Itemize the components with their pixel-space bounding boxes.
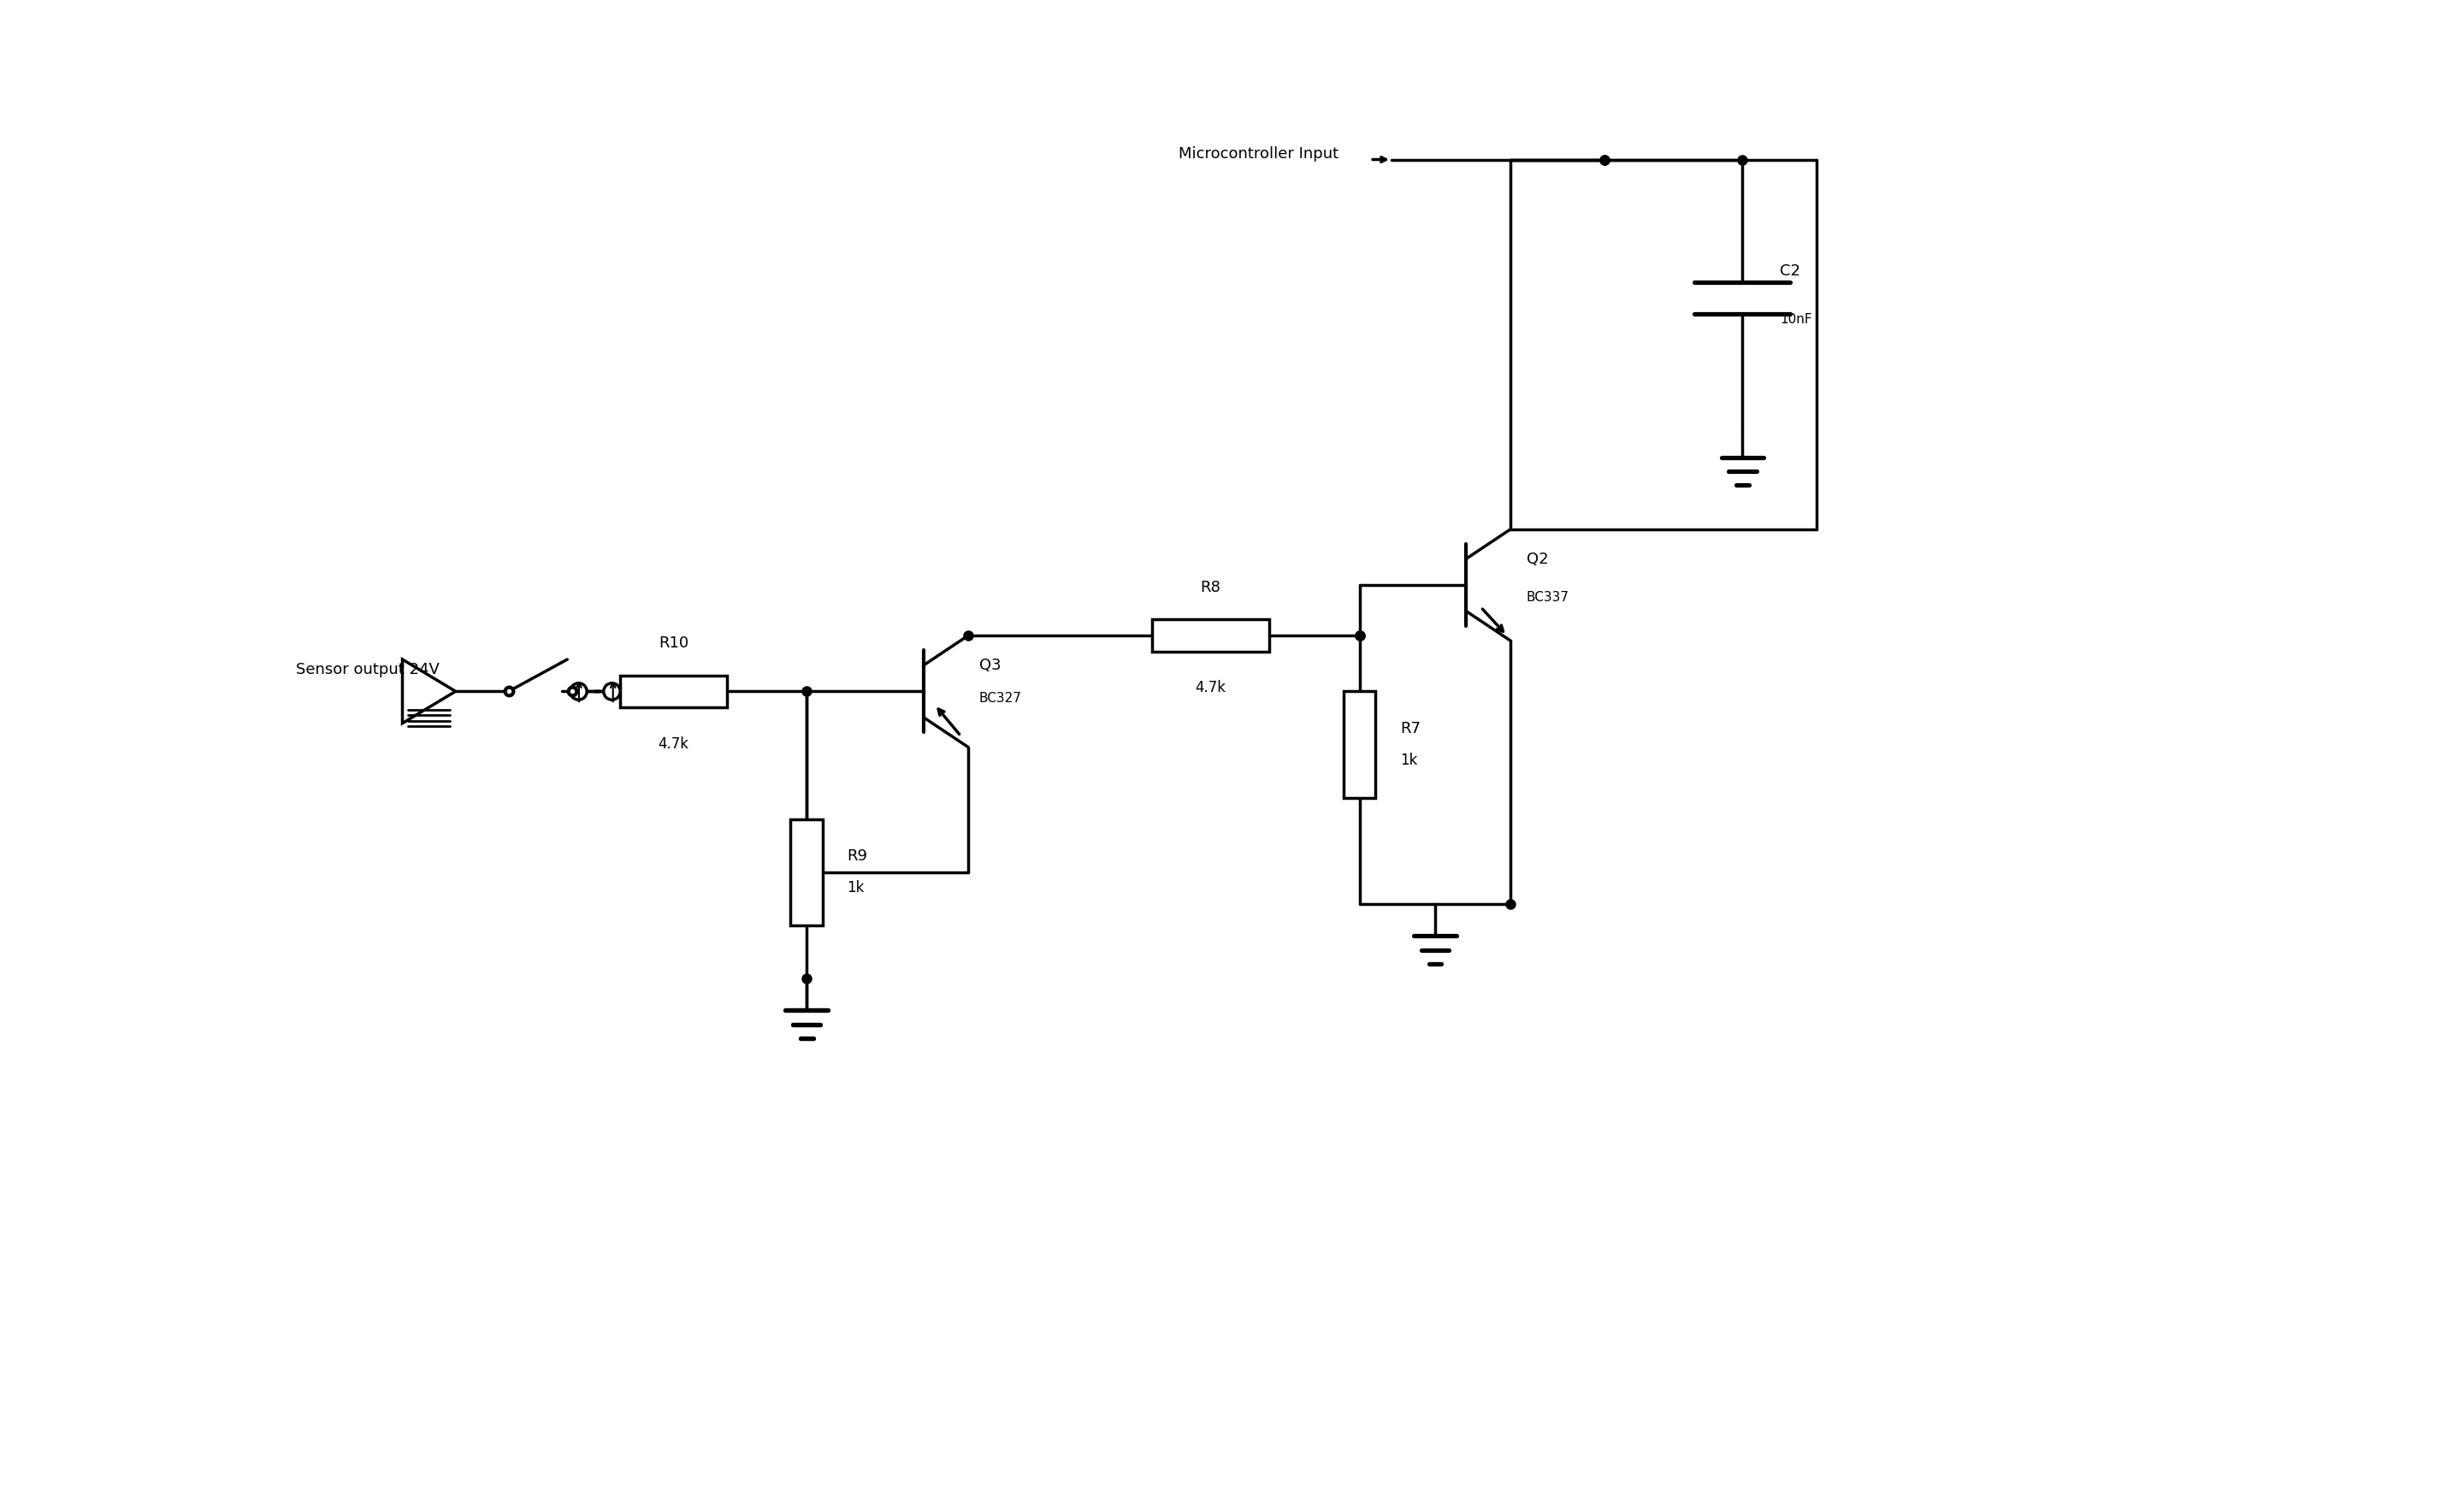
Text: R10: R10 — [658, 636, 687, 651]
Text: R7: R7 — [1400, 721, 1422, 736]
Text: C2: C2 — [1779, 264, 1801, 278]
Bar — [621, 676, 727, 707]
Text: 1k: 1k — [1400, 753, 1417, 768]
Text: BC327: BC327 — [978, 692, 1023, 704]
Text: Microcontroller Input: Microcontroller Input — [1178, 146, 1338, 162]
Text: BC337: BC337 — [1528, 591, 1570, 603]
Text: Q2: Q2 — [1528, 552, 1547, 567]
Text: 1k: 1k — [848, 880, 865, 896]
Text: R8: R8 — [1200, 579, 1222, 596]
Bar — [1153, 619, 1269, 652]
Bar — [1343, 691, 1375, 798]
Text: 4.7k: 4.7k — [658, 736, 690, 752]
Text: Q3: Q3 — [978, 658, 1000, 673]
Text: R9: R9 — [848, 849, 867, 864]
Bar — [791, 819, 823, 925]
Text: Sensor output 24V: Sensor output 24V — [296, 663, 439, 677]
Text: 4.7k: 4.7k — [1195, 680, 1227, 695]
Text: 10nF: 10nF — [1779, 313, 1811, 326]
